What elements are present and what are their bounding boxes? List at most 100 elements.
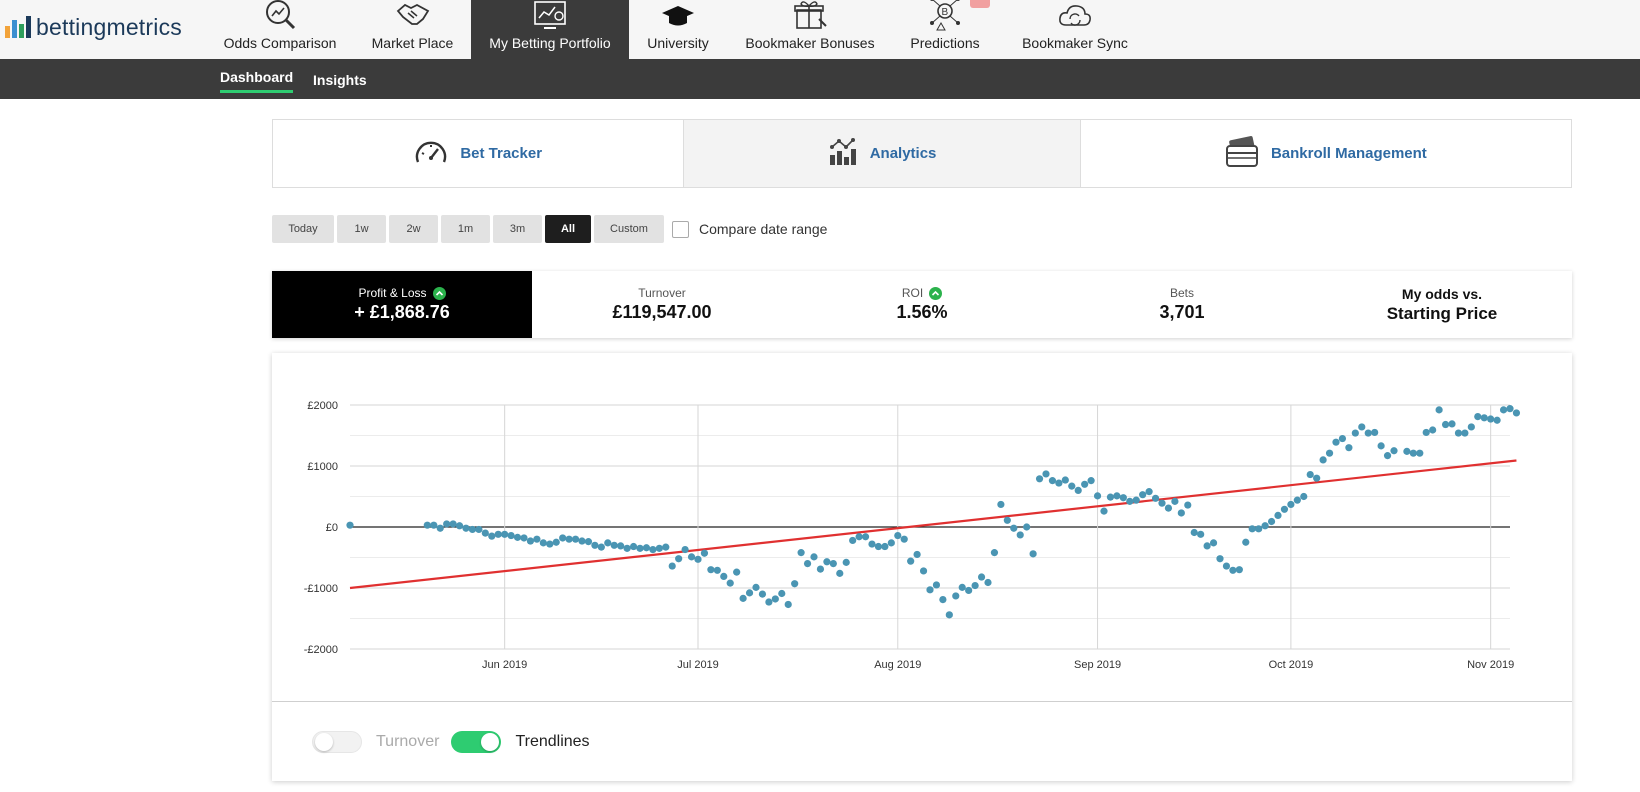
data-point [520,534,528,542]
brand-logo[interactable]: bettingmetrics [5,12,182,42]
tab-analytics[interactable]: Analytics [684,120,1081,187]
tab-bet-tracker[interactable]: Bet Tracker [273,120,685,187]
notification-badge [970,0,990,8]
nav-market-place[interactable]: Market Place [360,0,465,59]
data-point [990,549,999,557]
data-point [752,583,760,591]
brand-name: bettingmetrics [36,13,182,40]
tab-label: Bankroll Management [1270,145,1427,162]
data-point [597,543,605,551]
data-point [919,567,928,575]
data-point [1448,420,1456,428]
data-point [449,520,457,528]
data-point [1435,406,1443,414]
y-tick-label: £1000 [307,461,338,473]
data-point [604,539,612,547]
data-point [971,581,979,590]
stat-label: My odds vs. [1401,285,1483,302]
compare-date-range[interactable]: Compare date range [672,220,827,238]
range-1m-button[interactable]: 1m [441,215,490,243]
range-custom-button[interactable]: Custom [594,215,664,243]
data-point [1242,538,1250,546]
tab-bankroll-management[interactable]: Bankroll Management [1081,120,1571,187]
data-point [887,539,895,547]
data-point [675,555,683,563]
stat-roi[interactable]: ROI 1.56% [792,271,1052,338]
nav-label: University [647,35,709,51]
analytics-icon [828,137,858,171]
data-point [565,535,573,543]
range-3m-button[interactable]: 3m [493,215,542,243]
range-1w-button[interactable]: 1w [337,215,386,243]
x-tick-label: Nov 2019 [1467,659,1514,671]
range-2w-button[interactable]: 2w [389,215,438,243]
data-point [907,557,915,565]
trend-up-icon [929,286,943,300]
trendlines-label: Trendlines [515,733,590,750]
data-point [1332,438,1340,446]
trendlines-toggle[interactable] [451,731,502,753]
nav-bookmaker-bonuses[interactable]: Bookmaker Bonuses [740,0,880,59]
data-point [1203,542,1211,550]
stat-label: ROI [901,286,924,300]
nav-bookmaker-sync[interactable]: Bookmaker Sync [1010,0,1140,59]
data-point [1119,494,1127,502]
data-point [1506,405,1514,413]
portfolio-tabs: Bet Tracker Analytics Bankroll Managemen… [272,119,1572,188]
stat-bets[interactable]: Bets 3,701 [1052,271,1312,338]
subnav-insights[interactable]: Insights [313,72,367,88]
data-point [1184,501,1192,509]
data-point [1068,482,1076,490]
data-point [1499,406,1508,414]
nav-odds-comparison[interactable]: Odds Comparison [210,0,350,59]
data-point [926,586,934,594]
data-point [745,589,754,597]
subnav-dashboard[interactable]: Dashboard [220,69,294,93]
data-point [1364,429,1372,437]
dashboard-chart-icon [532,0,568,31]
data-point [1390,447,1398,455]
data-point [1229,566,1237,574]
data-point [784,600,792,609]
data-point [1493,416,1501,424]
trendline [349,459,1517,590]
data-point [1325,449,1334,457]
data-point [642,544,651,552]
range-all-button[interactable]: All [545,215,591,243]
nav-label: Bookmaker Bonuses [745,35,875,51]
data-point [765,598,773,606]
data-point [1126,497,1134,505]
stat-turnover[interactable]: Turnover £119,547.00 [532,271,792,338]
data-point [1338,434,1347,443]
data-point [623,544,631,552]
wallet-card-icon [1225,135,1259,172]
range-today-button[interactable]: Today [272,215,334,243]
stat-value: 3,701 [1159,302,1205,322]
data-point [707,566,715,574]
data-point [836,569,844,577]
stat-label: Bets [1169,286,1194,300]
data-point [771,595,779,603]
data-point [1003,516,1011,524]
top-navigation: bettingmetrics Odds Comparison Market Pl… [0,0,1640,59]
stat-odds-vs-sp[interactable]: My odds vs. Starting Price [1312,271,1572,338]
data-point [1416,449,1424,457]
data-point [823,558,831,566]
data-point [546,540,554,548]
data-point [1274,511,1282,520]
data-point [346,521,354,529]
turnover-toggle[interactable] [312,731,362,753]
data-point [526,537,535,545]
data-point [475,525,483,534]
nav-predictions[interactable]: B Predictions [900,0,990,59]
chart-divider [272,701,1572,702]
data-point [1383,452,1392,460]
nav-university[interactable]: University [638,0,718,59]
stat-profit-loss[interactable]: Profit & Loss + £1,868.76 [272,271,532,338]
nav-my-betting-portfolio[interactable]: My Betting Portfolio [471,0,629,59]
data-point [958,583,966,591]
data-point [481,529,489,537]
compare-checkbox[interactable] [672,220,689,238]
data-point [430,521,438,529]
data-point [1319,456,1327,464]
